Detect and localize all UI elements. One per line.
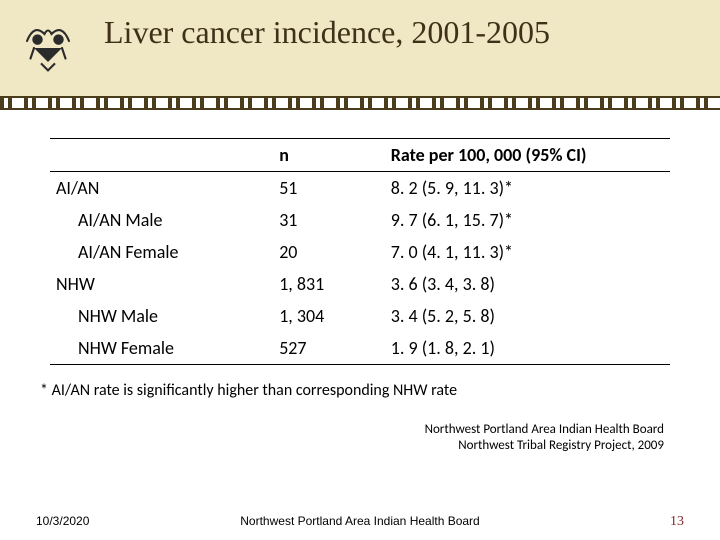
cell-n: 1, 831 — [273, 268, 385, 300]
cell-n: 527 — [273, 332, 385, 365]
cell-category: NHW Male — [50, 300, 273, 332]
attribution-line-2: Northwest Tribal Registry Project, 2009 — [0, 438, 664, 454]
table-row: NHW Male1, 3043. 4 (5. 2, 5. 8) — [50, 300, 670, 332]
cell-rate: 3. 6 (3. 4, 3. 8) — [385, 268, 670, 300]
cell-n: 51 — [273, 172, 385, 205]
slide-footer: 10/3/2020 Northwest Portland Area Indian… — [0, 514, 720, 530]
footer-page-number: 13 — [670, 514, 684, 530]
cell-rate: 3. 4 (5. 2, 5. 8) — [385, 300, 670, 332]
table-row: AI/AN Female207. 0 (4. 1, 11. 3)* — [50, 236, 670, 268]
cell-category: AI/AN Female — [50, 236, 273, 268]
attribution-block: Northwest Portland Area Indian Health Bo… — [0, 400, 720, 455]
cell-category: NHW — [50, 268, 273, 300]
cell-rate: 8. 2 (5. 9, 11. 3)* — [385, 172, 670, 205]
table-row: NHW Female5271. 9 (1. 8, 2. 1) — [50, 332, 670, 365]
cell-n: 1, 304 — [273, 300, 385, 332]
cell-category: NHW Female — [50, 332, 273, 365]
col-rate: Rate per 100, 000 (95% CI) — [385, 139, 670, 172]
cell-rate: 9. 7 (6. 1, 15. 7)* — [385, 204, 670, 236]
decorative-border — [0, 96, 720, 110]
header-band: Liver cancer incidence, 2001-2005 — [0, 0, 720, 96]
attribution-line-1: Northwest Portland Area Indian Health Bo… — [0, 422, 664, 438]
col-n: n — [273, 139, 385, 172]
cell-rate: 1. 9 (1. 8, 2. 1) — [385, 332, 670, 365]
cell-category: AI/AN Male — [50, 204, 273, 236]
cell-n: 20 — [273, 236, 385, 268]
table-row: AI/AN Male319. 7 (6. 1, 15. 7)* — [50, 204, 670, 236]
incidence-table: n Rate per 100, 000 (95% CI) AI/AN518. 2… — [50, 138, 670, 365]
footer-org: Northwest Portland Area Indian Health Bo… — [240, 514, 479, 528]
cell-rate: 7. 0 (4. 1, 11. 3)* — [385, 236, 670, 268]
cell-n: 31 — [273, 204, 385, 236]
footer-date: 10/3/2020 — [36, 514, 89, 530]
tribal-logo-icon — [0, 4, 96, 92]
footnote-text: * AI/AN rate is significantly higher tha… — [0, 365, 720, 400]
table-row: AI/AN518. 2 (5. 9, 11. 3)* — [50, 172, 670, 205]
table-row: NHW1, 8313. 6 (3. 4, 3. 8) — [50, 268, 670, 300]
col-category — [50, 139, 273, 172]
data-table-region: n Rate per 100, 000 (95% CI) AI/AN518. 2… — [0, 110, 720, 365]
slide-title: Liver cancer incidence, 2001-2005 — [96, 4, 558, 52]
table-header-row: n Rate per 100, 000 (95% CI) — [50, 139, 670, 172]
cell-category: AI/AN — [50, 172, 273, 205]
